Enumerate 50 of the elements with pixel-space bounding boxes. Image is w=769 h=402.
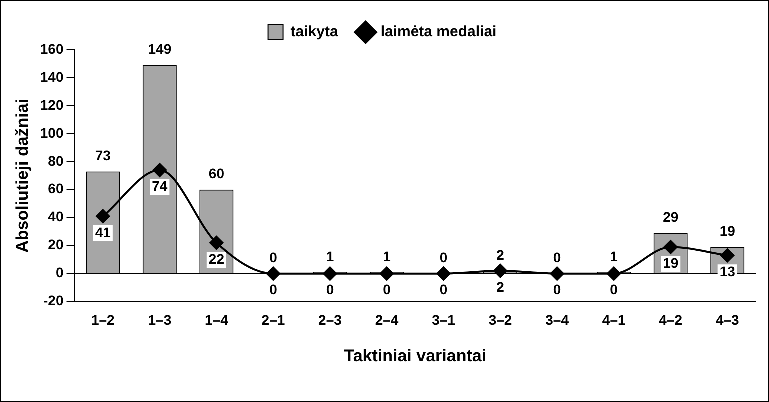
- data-label: 1: [383, 248, 392, 264]
- data-label: 60: [208, 166, 225, 182]
- data-label: 0: [553, 282, 562, 298]
- data-label: 1: [326, 248, 334, 264]
- y-tick-label: 20: [48, 236, 64, 253]
- x-tick-label: 3–4: [546, 312, 570, 328]
- data-label: 73: [95, 148, 112, 164]
- x-tick-label: 2–3: [318, 312, 342, 328]
- legend-label: laimėta medaliai: [380, 24, 497, 41]
- data-label: 74: [152, 178, 168, 194]
- x-tick-label: 1–3: [148, 312, 172, 328]
- x-tick-label: 3–1: [432, 312, 456, 328]
- x-tick-label: 2–1: [262, 312, 286, 328]
- data-label: 0: [383, 282, 392, 298]
- data-label: 149: [148, 41, 172, 58]
- data-label: 2: [496, 278, 505, 295]
- x-tick-label: 3–2: [488, 312, 512, 328]
- y-tick-label: 60: [48, 180, 64, 197]
- x-tick-label: 1–4: [205, 312, 229, 328]
- data-label: 41: [95, 224, 112, 240]
- data-label: 0: [553, 250, 562, 266]
- data-label: 0: [610, 282, 618, 298]
- data-label: 2: [496, 246, 505, 263]
- y-tick-label: 140: [40, 68, 64, 85]
- data-label: 0: [440, 282, 448, 298]
- x-tick-label: 1–2: [91, 312, 116, 328]
- y-tick-label: 0: [56, 264, 64, 281]
- x-tick-label: 4–2: [659, 312, 683, 328]
- data-label: 0: [326, 282, 334, 298]
- x-axis-title: Taktiniai variantai: [344, 346, 487, 366]
- x-tick-label: 4–1: [602, 312, 626, 328]
- data-label: 0: [440, 250, 448, 266]
- y-tick-label: 100: [40, 124, 64, 141]
- y-tick-label: 40: [48, 208, 64, 225]
- y-tick-label: 80: [48, 152, 64, 169]
- data-label: 0: [270, 250, 278, 266]
- x-tick-label: 4–3: [716, 312, 740, 328]
- data-label: 19: [720, 223, 736, 240]
- data-label: 29: [663, 209, 679, 226]
- data-label: 19: [663, 255, 679, 272]
- x-tick-label: 2–4: [375, 312, 399, 328]
- y-tick-label: 160: [40, 40, 64, 57]
- data-label: 0: [270, 282, 278, 298]
- legend-label: taikyta: [290, 24, 339, 41]
- y-tick-label: 120: [40, 96, 64, 113]
- y-axis-title: Absoliutieji dažniai: [12, 98, 32, 253]
- data-label: 1: [610, 248, 618, 264]
- data-label: 22: [208, 250, 225, 267]
- data-label: 13: [720, 263, 736, 280]
- y-tick-label: -20: [44, 292, 64, 309]
